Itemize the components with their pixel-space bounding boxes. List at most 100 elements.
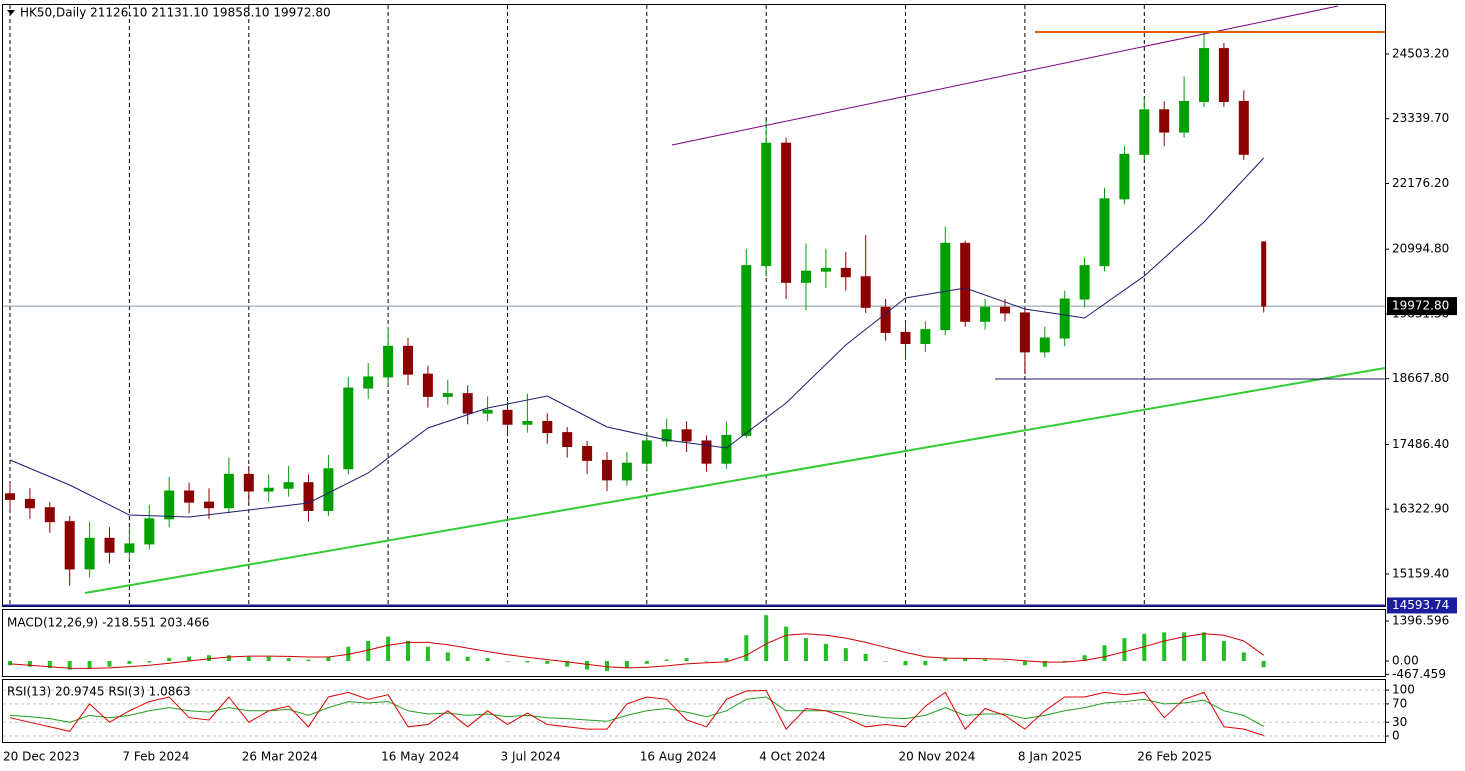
- y-tick-label: 0: [1392, 729, 1400, 743]
- candle-body: [1261, 241, 1267, 307]
- x-tick-label: 20 Dec 2023: [3, 750, 80, 764]
- y-tick-label: 18667.80: [1392, 371, 1449, 385]
- level-label-box: [1387, 597, 1457, 614]
- macd-bar: [545, 660, 550, 664]
- candle-body: [840, 267, 851, 278]
- macd-bar: [883, 660, 888, 662]
- candle-body: [1059, 298, 1070, 339]
- x-tick-label: 7 Feb 2024: [122, 750, 189, 764]
- macd-bar: [1241, 652, 1246, 661]
- candle-body: [1099, 198, 1110, 267]
- y-tick-label: 20994.80: [1392, 242, 1449, 256]
- macd-bar: [1261, 660, 1266, 668]
- macd-bar: [87, 660, 92, 669]
- macd-bar: [983, 659, 988, 661]
- candle-body: [880, 306, 891, 333]
- candle-body: [104, 537, 115, 553]
- candle-body: [243, 473, 254, 492]
- candle-body: [860, 276, 871, 308]
- candle-body: [442, 393, 453, 397]
- candle-body: [64, 521, 75, 570]
- candle-body: [1079, 265, 1090, 300]
- macd-bar: [425, 646, 430, 661]
- x-tick-label: 8 Jan 2025: [1018, 750, 1082, 764]
- macd-bar: [1202, 632, 1206, 661]
- candle-body: [422, 373, 433, 397]
- plot-layer: 15159.4016322.9017486.4018667.8019831.30…: [3, 5, 1457, 764]
- macd-bar: [903, 660, 908, 666]
- macd-bar: [286, 658, 291, 661]
- x-tick-label: 26 Feb 2025: [1137, 750, 1212, 764]
- candle-body: [1039, 337, 1050, 353]
- macd-bar: [744, 635, 749, 661]
- x-tick-label: 16 May 2024: [381, 750, 459, 764]
- candle-body: [502, 409, 513, 425]
- macd-bar: [326, 656, 331, 661]
- candle-body: [1199, 48, 1209, 102]
- y-tick-label: 15159.40: [1392, 566, 1449, 580]
- macd-bar: [605, 660, 609, 672]
- candle-body: [761, 142, 772, 267]
- price-label: 19972.80: [1392, 299, 1449, 313]
- candle-body: [343, 387, 354, 470]
- macd-bar: [1082, 655, 1087, 661]
- rsi-pane: [2, 679, 1386, 743]
- candle-body: [84, 537, 95, 570]
- candle-body: [1179, 100, 1190, 133]
- candle-body: [1019, 312, 1030, 353]
- x-tick-label: 20 Nov 2024: [899, 750, 976, 764]
- candle-body: [144, 518, 155, 545]
- y-tick-label: 23339.70: [1392, 111, 1449, 125]
- main-pane: [2, 4, 1386, 607]
- candle-body: [1218, 48, 1229, 102]
- macd-bar: [624, 660, 629, 669]
- macd-bar: [1003, 660, 1007, 662]
- macd-bar: [127, 660, 132, 664]
- macd-bar: [386, 636, 391, 661]
- macd-bar: [266, 656, 271, 661]
- macd-bar: [1122, 638, 1127, 661]
- candle-body: [283, 482, 294, 489]
- y-tick-label: 1396.596: [1392, 614, 1449, 628]
- macd-bar: [246, 656, 251, 661]
- macd-bar: [1042, 660, 1047, 667]
- macd-bar: [366, 640, 371, 661]
- macd-bar: [943, 658, 948, 661]
- candle-body: [1238, 100, 1249, 155]
- macd-bar: [346, 646, 351, 661]
- candle-body: [801, 270, 811, 283]
- y-tick-label: 70: [1392, 696, 1407, 710]
- macd-bar: [1221, 640, 1226, 661]
- candle-body: [1000, 306, 1010, 314]
- candle-body: [223, 473, 234, 509]
- macd-bar: [8, 660, 12, 666]
- candle-body: [920, 329, 931, 345]
- candle-body: [383, 345, 394, 378]
- candle-body: [641, 440, 652, 464]
- y-tick-label: -467.459: [1392, 667, 1446, 681]
- candle-body: [681, 429, 692, 442]
- candle-body: [1119, 153, 1130, 200]
- candle-body: [562, 432, 573, 447]
- signal-line: [9, 633, 1264, 669]
- macd-bar: [27, 660, 32, 667]
- macd-bar: [465, 656, 470, 661]
- macd-bar: [167, 658, 172, 661]
- macd-bar: [1142, 633, 1147, 661]
- macd-bar: [963, 658, 968, 661]
- macd-bar: [585, 660, 590, 670]
- candle-body: [582, 445, 593, 461]
- x-tick-label: 3 Jul 2024: [501, 750, 561, 764]
- candle-body: [323, 468, 334, 511]
- macd-bar: [226, 655, 231, 661]
- candle-body: [701, 440, 712, 464]
- macd-bar: [306, 659, 311, 661]
- y-tick-label: 0.00: [1392, 653, 1419, 667]
- candle-body: [820, 267, 831, 272]
- macd-bar: [664, 659, 669, 661]
- macd-bar: [724, 658, 729, 661]
- candle-body: [522, 420, 533, 425]
- macd-bar: [1022, 660, 1027, 666]
